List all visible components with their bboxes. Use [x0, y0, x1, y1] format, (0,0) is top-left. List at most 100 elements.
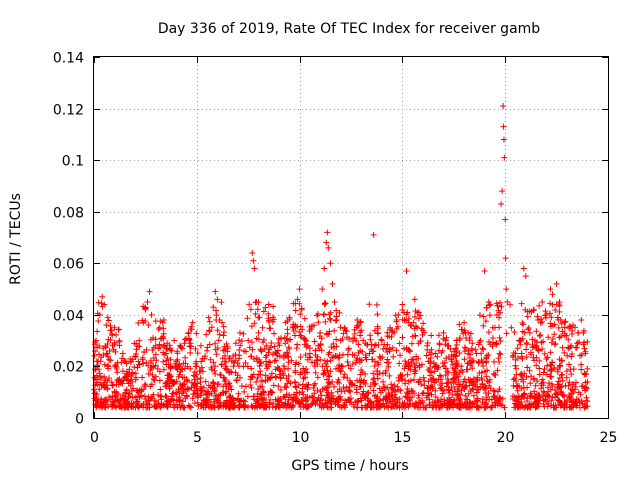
data-point [204, 344, 211, 351]
data-point [584, 338, 591, 345]
data-point [430, 377, 437, 384]
data-point [551, 331, 558, 338]
data-point [281, 366, 288, 373]
data-point [93, 337, 100, 344]
data-point [263, 399, 270, 406]
data-point [220, 332, 227, 339]
data-point [438, 398, 445, 405]
data-point [314, 374, 321, 381]
data-point [177, 368, 184, 375]
data-point [160, 333, 167, 340]
data-point [353, 389, 360, 396]
data-point [273, 374, 280, 381]
data-point [106, 394, 113, 401]
data-point [99, 293, 106, 300]
data-point [377, 355, 384, 362]
data-point [192, 345, 199, 352]
data-point [556, 334, 563, 341]
data-point [111, 339, 118, 346]
data-point [555, 366, 562, 373]
data-point [101, 361, 108, 368]
data-point [393, 325, 400, 332]
data-point [324, 358, 331, 365]
chart-title: Day 336 of 2019, Rate Of TEC Index for r… [158, 21, 540, 37]
data-point [435, 376, 442, 383]
data-point [378, 336, 385, 343]
data-point [242, 404, 249, 411]
data-point [515, 404, 522, 411]
data-point [317, 388, 324, 395]
data-point [531, 343, 538, 350]
data-point [321, 369, 328, 376]
data-point [405, 403, 412, 410]
data-point [255, 329, 262, 336]
data-point [98, 300, 105, 307]
data-point [424, 340, 431, 347]
data-point [556, 363, 563, 370]
data-point [535, 317, 542, 324]
data-point [186, 403, 193, 410]
data-point [552, 340, 559, 347]
data-point [143, 346, 150, 353]
data-point [268, 390, 275, 397]
data-point [558, 389, 565, 396]
data-point [115, 326, 122, 333]
data-point [448, 358, 455, 365]
data-point [392, 387, 399, 394]
data-point [240, 330, 247, 337]
data-point [448, 402, 455, 409]
data-point [218, 361, 225, 368]
data-point [420, 320, 427, 327]
data-point [496, 299, 503, 306]
data-point [300, 375, 307, 382]
data-point [237, 402, 244, 409]
data-point [269, 314, 276, 321]
data-point [176, 371, 183, 378]
data-point [565, 344, 572, 351]
data-point [311, 363, 318, 370]
data-point [524, 313, 531, 320]
data-point [160, 342, 167, 349]
data-point [266, 319, 273, 326]
data-point [93, 394, 100, 401]
data-point [344, 358, 351, 365]
data-point [152, 362, 159, 369]
data-point [497, 351, 504, 358]
data-point [384, 348, 391, 355]
data-point [452, 366, 459, 373]
data-point [566, 379, 573, 386]
data-point [432, 393, 439, 400]
data-point [429, 404, 436, 411]
data-point [164, 340, 171, 347]
data-point [534, 313, 541, 320]
data-point [128, 400, 135, 407]
data-point [104, 362, 111, 369]
data-point [310, 385, 317, 392]
data-point [119, 380, 126, 387]
data-point [564, 352, 571, 359]
x-tick-label: 0 [90, 430, 99, 446]
data-point [153, 357, 160, 364]
data-point [485, 329, 492, 336]
data-point [399, 334, 406, 341]
data-point [202, 389, 209, 396]
data-point [123, 368, 130, 375]
data-point [100, 345, 107, 352]
data-point [285, 359, 292, 366]
data-point [502, 216, 509, 223]
data-point [553, 391, 560, 398]
data-point [551, 386, 558, 393]
data-point [321, 384, 328, 391]
y-tick-label: 0.1 [62, 154, 84, 170]
data-point [324, 389, 331, 396]
data-point [544, 403, 551, 410]
data-point [445, 389, 452, 396]
data-point [152, 373, 159, 380]
data-point [547, 286, 554, 293]
data-point [479, 345, 486, 352]
data-point [453, 337, 460, 344]
data-point [499, 188, 506, 195]
data-point [371, 381, 378, 388]
data-point [425, 390, 432, 397]
data-point [478, 369, 485, 376]
